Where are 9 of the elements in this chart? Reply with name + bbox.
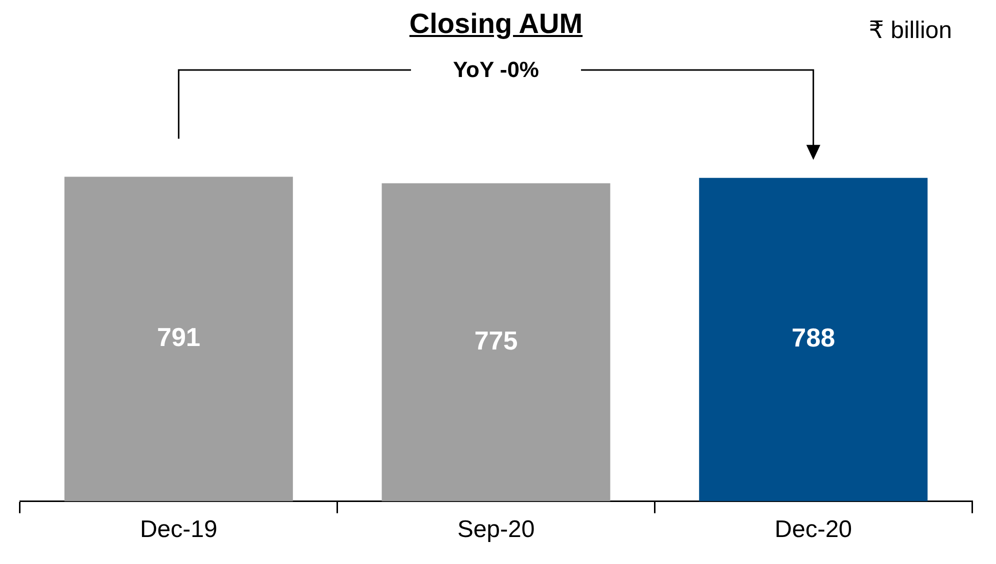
chart-title: Closing AUM [408,8,584,40]
data-label: 775 [474,325,518,356]
x-tick-label: Dec-20 [774,516,852,544]
text: ₹ billion [868,16,952,45]
data-label: 788 [792,322,836,353]
data-label: 791 [156,322,200,352]
x-tick-label: Sep-20 [457,516,535,544]
x-tick-label: Dec-19 [140,516,218,544]
text: YoY -0% [452,56,540,84]
